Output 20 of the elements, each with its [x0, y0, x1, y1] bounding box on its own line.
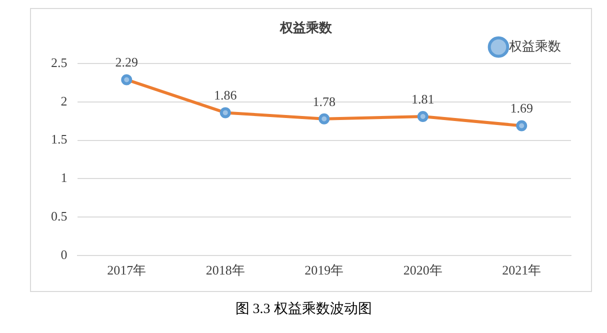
chart-title: 权益乘数: [279, 20, 333, 36]
x-tick-label: 2019年: [304, 262, 344, 278]
y-tick-label: 2: [60, 93, 68, 108]
chart-frame: 权益乘数 权益乘数 2017年 2018年 2019年 2020年 2021年 0 0.5 1 1.5 2 2.5 2.29 1.86 1.78 1.81 1.69: [30, 8, 592, 292]
data-label: 1.78: [312, 94, 336, 109]
y-tick-label: 1: [60, 170, 68, 186]
legend-label: 权益乘数: [508, 39, 561, 54]
caption: 图 3.3 权益乘数波动图: [234, 300, 373, 318]
y-tick-label: 1.5: [51, 132, 68, 147]
x-tick-label: 2018年: [206, 262, 245, 278]
y-tick-label: 0.5: [51, 208, 68, 224]
x-tick-label: 2021年: [502, 262, 542, 278]
y-tick-label: 2.5: [51, 55, 68, 70]
x-tick-label: 2017年: [107, 262, 146, 278]
data-label: 1.81: [412, 91, 434, 106]
data-label: 1.86: [214, 88, 238, 103]
data-label: 1.69: [510, 100, 533, 116]
data-label: 2.29: [115, 54, 138, 70]
x-tick-label: 2020年: [403, 262, 442, 278]
y-tick-label: 0: [60, 246, 68, 262]
